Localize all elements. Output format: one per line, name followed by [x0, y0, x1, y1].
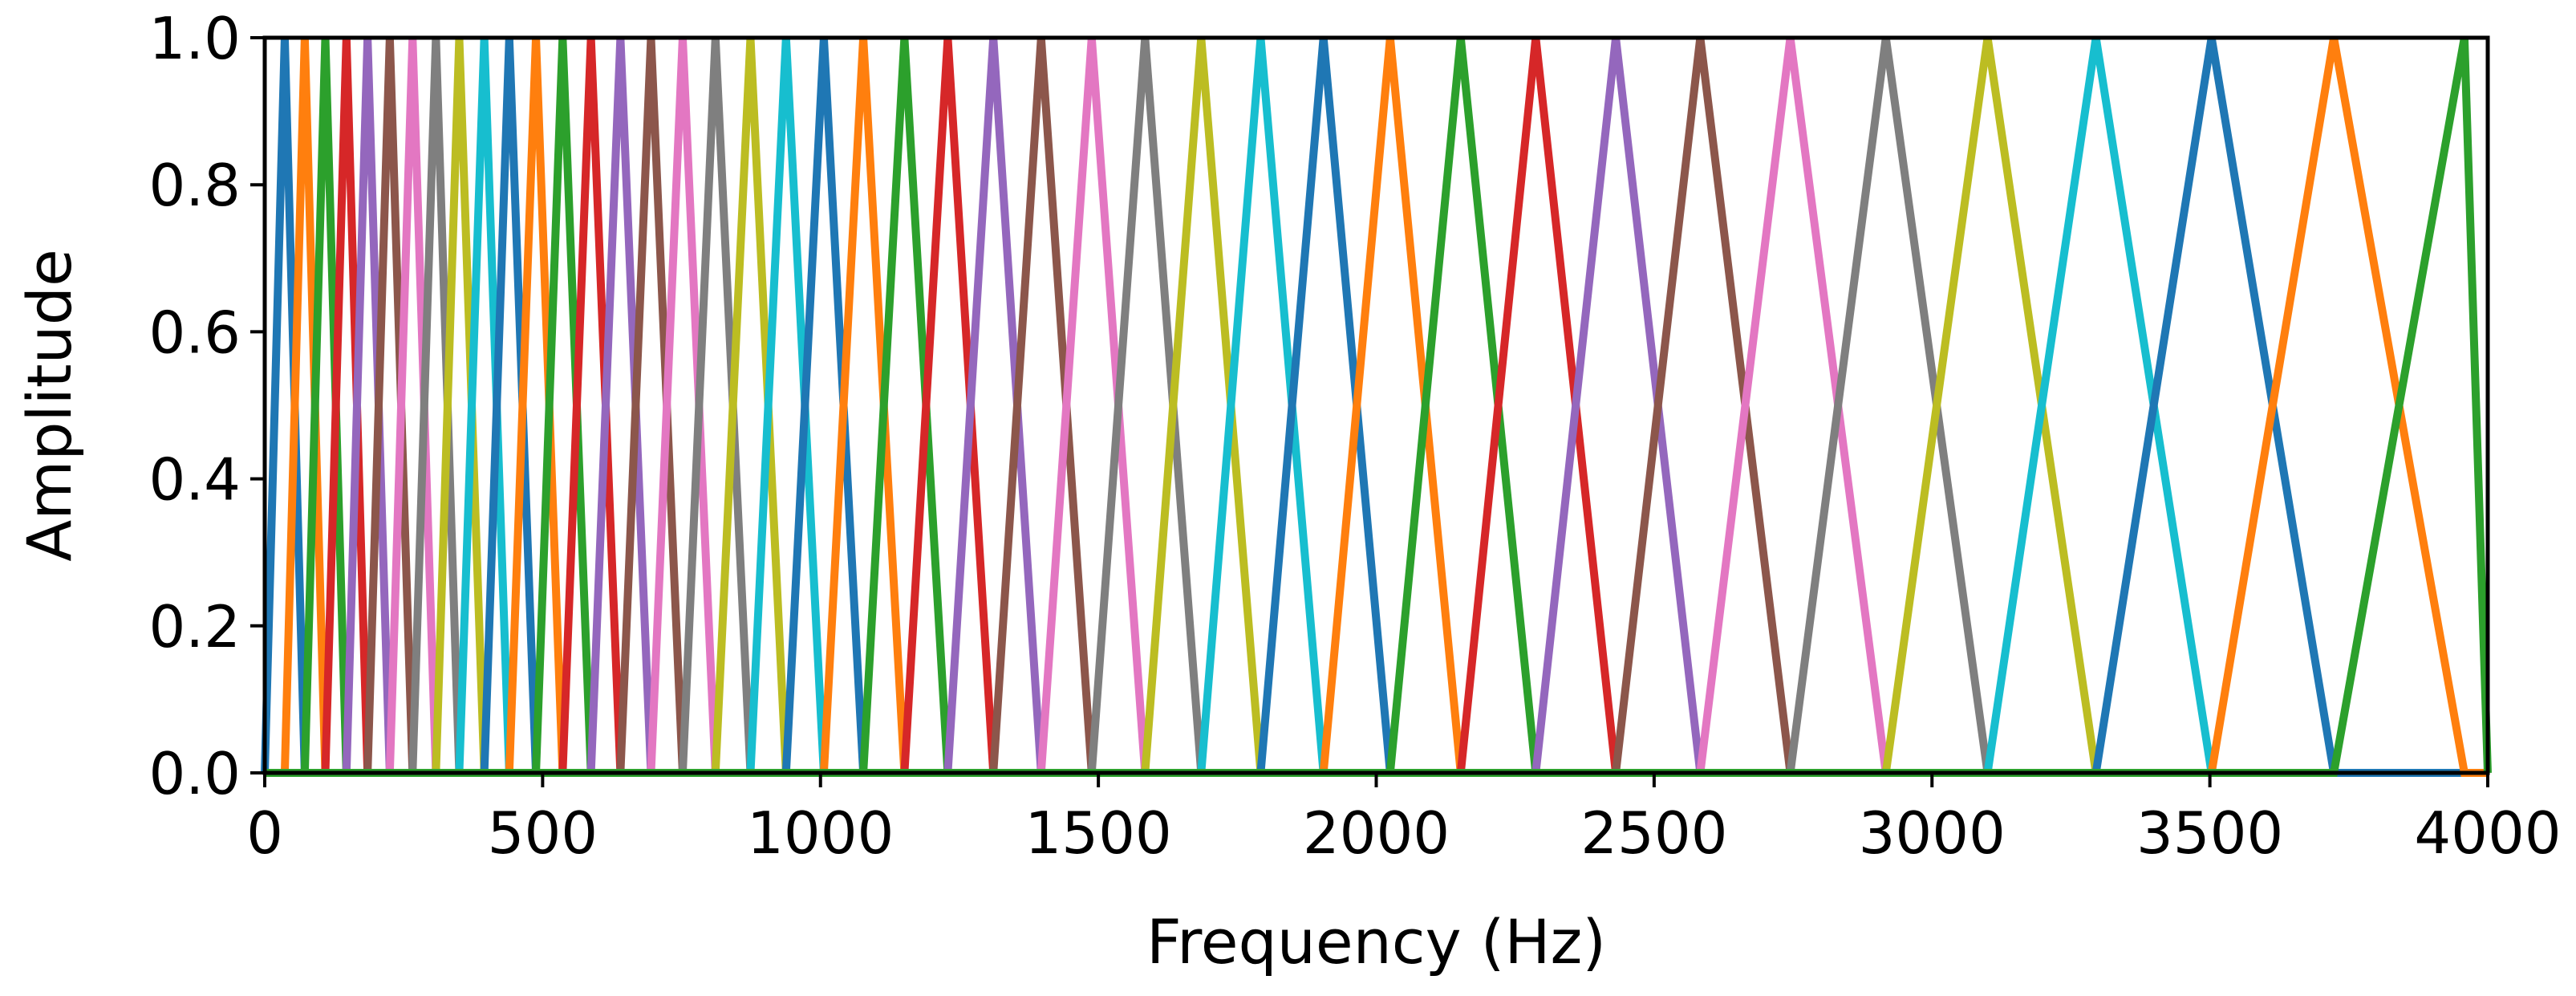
x-tick-label: 3500: [2136, 799, 2283, 867]
y-axis: 0.0 0.2 0.4 0.6 0.8 1.0: [148, 5, 265, 807]
x-tick-label: 1000: [747, 799, 894, 867]
x-axis-label: Frequency (Hz): [1146, 906, 1606, 978]
x-axis: 0 500 1000 1500 2000 2500 3000 3500 4000: [246, 773, 2562, 867]
x-tick-label: 500: [488, 799, 598, 867]
y-axis-label: Amplitude: [14, 249, 85, 561]
y-tick-label: 0.4: [148, 446, 241, 514]
x-tick-label: 0: [246, 799, 283, 867]
x-tick-label: 2500: [1580, 799, 1727, 867]
y-tick-label: 0.8: [148, 152, 241, 219]
y-tick-label: 1.0: [148, 5, 241, 72]
y-tick-label: 0.6: [148, 299, 241, 366]
x-tick-label: 4000: [2414, 799, 2561, 867]
x-tick-label: 2000: [1303, 799, 1450, 867]
x-tick-label: 1500: [1025, 799, 1172, 867]
y-tick-label: 0.0: [148, 740, 241, 807]
y-tick-label: 0.2: [148, 593, 241, 661]
x-tick-label: 3000: [1859, 799, 2006, 867]
